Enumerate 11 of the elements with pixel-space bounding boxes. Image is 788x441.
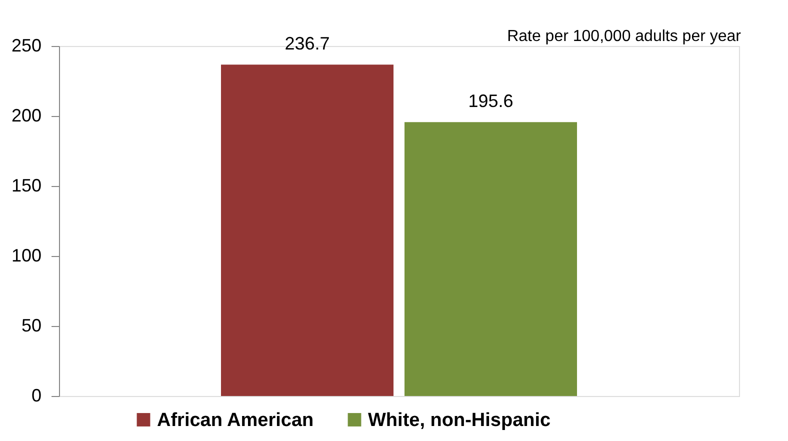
y-tick-label: 150 — [11, 176, 42, 196]
y-tick-label: 100 — [11, 246, 42, 266]
data-label: 195.6 — [468, 91, 514, 112]
y-tick-label: 200 — [11, 106, 42, 126]
y-tick-label: 0 — [31, 386, 42, 406]
y-tick-label: 50 — [21, 316, 42, 336]
data-label: 236.7 — [284, 34, 330, 54]
text: Rate per 100,000 adults per year — [507, 28, 742, 45]
legend-label: White, non-Hispanic — [368, 410, 552, 431]
y-tick-label: 250 — [11, 36, 42, 56]
legend-label: African American — [157, 410, 314, 431]
